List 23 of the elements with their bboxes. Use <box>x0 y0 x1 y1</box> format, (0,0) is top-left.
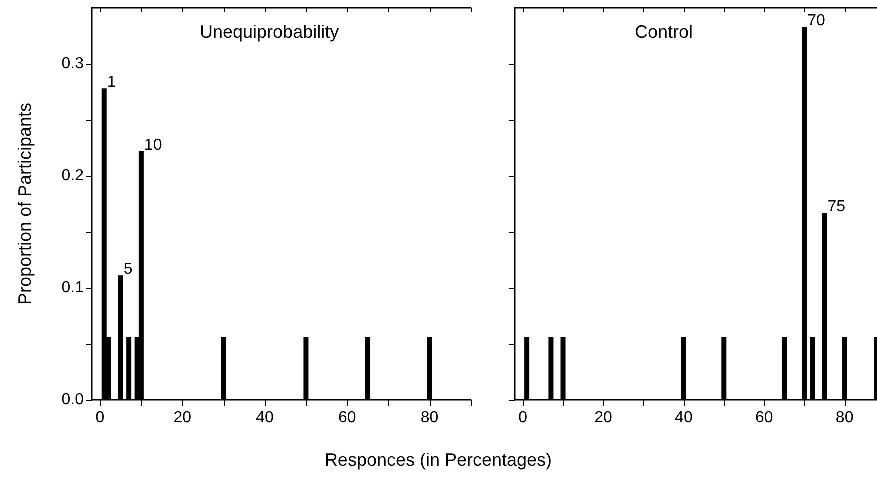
annotation: 10 <box>144 136 162 154</box>
x-tick-label: 40 <box>256 410 274 426</box>
y-tick-label: 0.2 <box>62 168 84 184</box>
y-tick-label: 0.1 <box>62 280 84 296</box>
annotation: 5 <box>124 261 133 278</box>
annotation: 70 <box>808 12 826 30</box>
x-tick-label: 0 <box>518 410 528 426</box>
x-tick-label: 20 <box>174 410 192 426</box>
text: Unequiprobability <box>200 22 340 42</box>
x-tick-label: 20 <box>594 410 612 426</box>
text: Control <box>635 22 694 42</box>
y-tick-label: 0.3 <box>62 56 84 72</box>
x-tick-label: 80 <box>836 410 854 426</box>
x-tick-label: 80 <box>420 410 439 426</box>
x-tick-label: 0 <box>96 410 105 426</box>
y-axis-title: Proportion of Participants <box>15 102 35 306</box>
x-tick-label: 60 <box>338 410 356 426</box>
x-tick-label: 40 <box>675 410 693 426</box>
x-axis-title: Responces (in Percentages) <box>324 450 554 471</box>
x-tick-label: 60 <box>755 410 774 426</box>
annotation: 1 <box>107 74 116 92</box>
annotation: 75 <box>828 198 846 216</box>
y-tick-label: 0.0 <box>62 392 84 408</box>
